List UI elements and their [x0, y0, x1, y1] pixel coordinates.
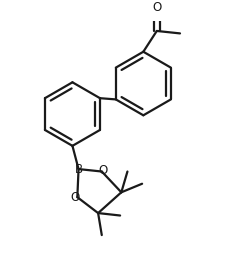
Text: O: O — [71, 191, 80, 204]
Text: O: O — [152, 1, 162, 13]
Text: O: O — [98, 164, 108, 177]
Text: B: B — [74, 163, 82, 176]
